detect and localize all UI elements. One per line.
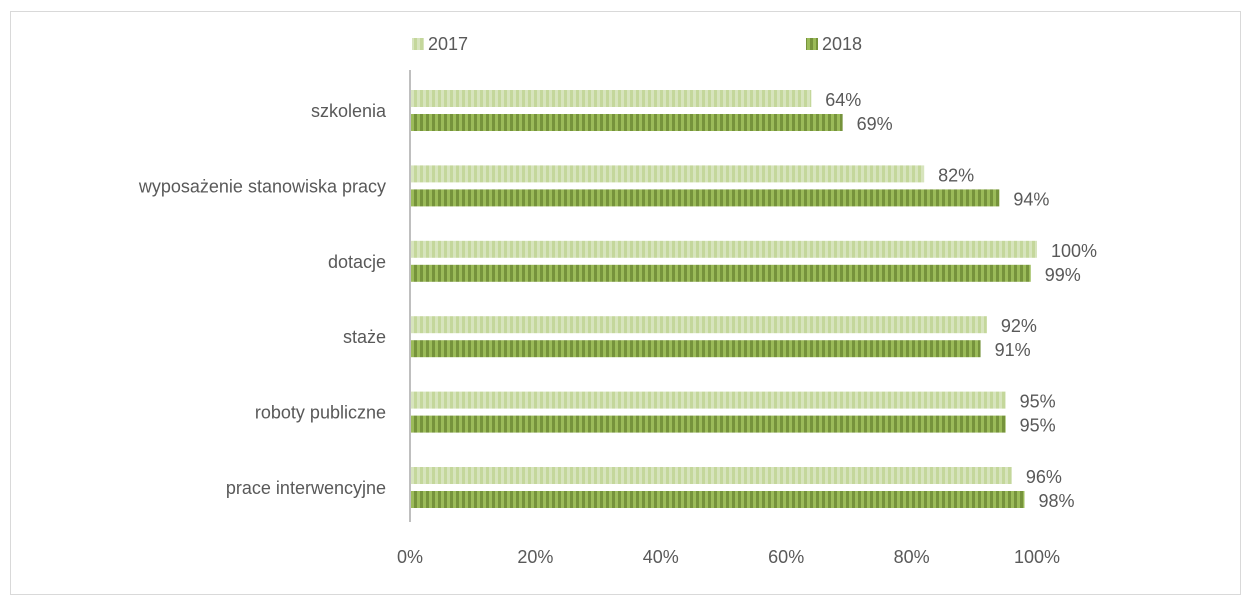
data-label-2018-1: 94% bbox=[1013, 189, 1049, 209]
data-label-2017-4: 95% bbox=[1020, 392, 1056, 412]
category-label-3: staże bbox=[343, 327, 386, 347]
category-label-5: prace interwencyjne bbox=[226, 478, 386, 498]
legend-swatch-2018 bbox=[806, 38, 818, 50]
category-label-4: roboty publiczne bbox=[255, 403, 386, 423]
bar-2018-5 bbox=[411, 491, 1025, 508]
x-tick-label-0: 0% bbox=[397, 547, 423, 567]
x-tick-label-2: 40% bbox=[643, 547, 679, 567]
bar-2018-0 bbox=[411, 114, 843, 131]
legend-label-2018: 2018 bbox=[822, 34, 862, 54]
data-label-2018-0: 69% bbox=[857, 114, 893, 134]
data-label-2018-5: 98% bbox=[1038, 491, 1074, 511]
bar-2017-4 bbox=[411, 391, 1006, 409]
bar-2017-0 bbox=[411, 90, 812, 107]
data-label-2017-1: 82% bbox=[938, 165, 974, 185]
data-label-2017-5: 96% bbox=[1026, 467, 1062, 487]
legend-swatch-2017 bbox=[412, 38, 424, 50]
bar-2018-2 bbox=[411, 264, 1031, 282]
data-label-2017-0: 64% bbox=[825, 90, 861, 110]
category-label-1: wyposażenie stanowiska pracy bbox=[138, 176, 386, 196]
bar-2017-1 bbox=[411, 165, 925, 183]
bar-2018-4 bbox=[411, 415, 1006, 433]
category-label-2: dotacje bbox=[328, 252, 386, 272]
x-tick-label-4: 80% bbox=[894, 547, 930, 567]
bar-2018-3 bbox=[411, 340, 981, 358]
category-label-0: szkolenia bbox=[311, 101, 387, 121]
legend-label-2017: 2017 bbox=[428, 34, 468, 54]
bar-2017-3 bbox=[411, 316, 987, 334]
bars: 64% 69% 82% 94% 100% 99% 92% 91% 95% 95% 96% 98% bbox=[411, 90, 1097, 511]
legend: 2017 2018 bbox=[412, 34, 862, 54]
bar-2017-2 bbox=[411, 240, 1037, 258]
bar-2017-5 bbox=[411, 467, 1012, 484]
data-label-2018-4: 95% bbox=[1020, 416, 1056, 436]
x-tick-label-5: 100% bbox=[1014, 547, 1060, 567]
x-tick-label-1: 20% bbox=[517, 547, 553, 567]
data-label-2018-3: 91% bbox=[995, 340, 1031, 360]
data-label-2017-2: 100% bbox=[1051, 241, 1097, 261]
x-axis-ticks: 0% 20% 40% 60% 80% 100% bbox=[397, 547, 1060, 567]
data-label-2018-2: 99% bbox=[1045, 265, 1081, 285]
bar-2018-1 bbox=[411, 189, 1000, 207]
x-tick-label-3: 60% bbox=[768, 547, 804, 567]
category-labels: szkolenia wyposażenie stanowiska pracy dot… bbox=[138, 101, 387, 498]
data-label-2017-3: 92% bbox=[1001, 316, 1037, 336]
